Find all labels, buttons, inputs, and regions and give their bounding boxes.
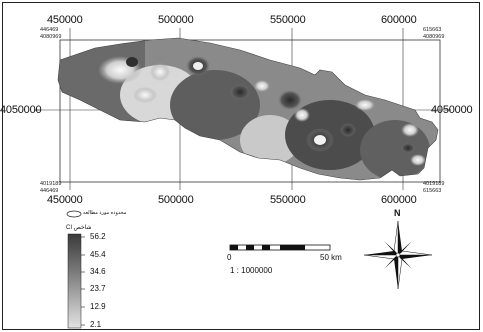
legend-value-1: 56.2 bbox=[90, 232, 106, 241]
x-tick-top-1: 450000 bbox=[47, 14, 83, 26]
legend-ci-title: CI ﺷﺎﺧﺺ bbox=[66, 225, 92, 231]
x-tick-bottom-4: 600000 bbox=[381, 194, 417, 206]
legend-value-4: 23.7 bbox=[90, 284, 106, 293]
corner-top-right-y: 4080969 bbox=[423, 34, 445, 40]
corner-bottom-right-y: 4019189 bbox=[423, 181, 445, 187]
x-tick-top-3: 550000 bbox=[270, 14, 306, 26]
corner-bottom-left-y: 4019189 bbox=[40, 181, 62, 187]
island-raster bbox=[57, 37, 439, 181]
map-frame bbox=[2, 2, 480, 330]
corner-top-left-y: 4080969 bbox=[40, 34, 62, 40]
study-area-symbol-icon bbox=[66, 210, 82, 218]
legend-study-area-label: ﻣﺤﺪﻭﺩﻩ ﻣﻮﺭﺩ ﻣﻄﺎﻟﻌﻪ bbox=[83, 210, 127, 216]
legend-value-3: 34.6 bbox=[90, 267, 106, 276]
north-arrow-icon bbox=[363, 220, 433, 290]
x-tick-bottom-1: 450000 bbox=[47, 194, 83, 206]
legend-color-ramp bbox=[67, 233, 82, 329]
corner-bottom-right-x: 615663 bbox=[423, 188, 442, 194]
legend-value-2: 45.4 bbox=[90, 250, 106, 259]
x-tick-bottom-3: 550000 bbox=[270, 194, 306, 206]
scale-bar-end: 50 km bbox=[320, 253, 342, 262]
x-tick-bottom-2: 500000 bbox=[158, 194, 194, 206]
corner-top-right-x: 615663 bbox=[423, 27, 442, 33]
corner-top-left-x: 446469 bbox=[40, 27, 59, 33]
legend-value-6: 2.1 bbox=[90, 320, 102, 329]
y-tick-left: 4050000 bbox=[0, 104, 42, 116]
scale-bar-graphic bbox=[229, 244, 331, 251]
north-label: N bbox=[394, 208, 401, 218]
x-tick-top-4: 600000 bbox=[381, 14, 417, 26]
map-data-frame bbox=[59, 39, 441, 183]
y-tick-right: 4050000 bbox=[431, 104, 473, 116]
legend-value-5: 12.9 bbox=[90, 302, 106, 311]
x-tick-top-2: 500000 bbox=[158, 14, 194, 26]
legend-ticks bbox=[81, 236, 85, 326]
scale-bar-start: 0 bbox=[227, 253, 232, 262]
corner-bottom-left-x: 446469 bbox=[40, 188, 59, 194]
scale-ratio: 1 : 1000000 bbox=[230, 266, 273, 275]
